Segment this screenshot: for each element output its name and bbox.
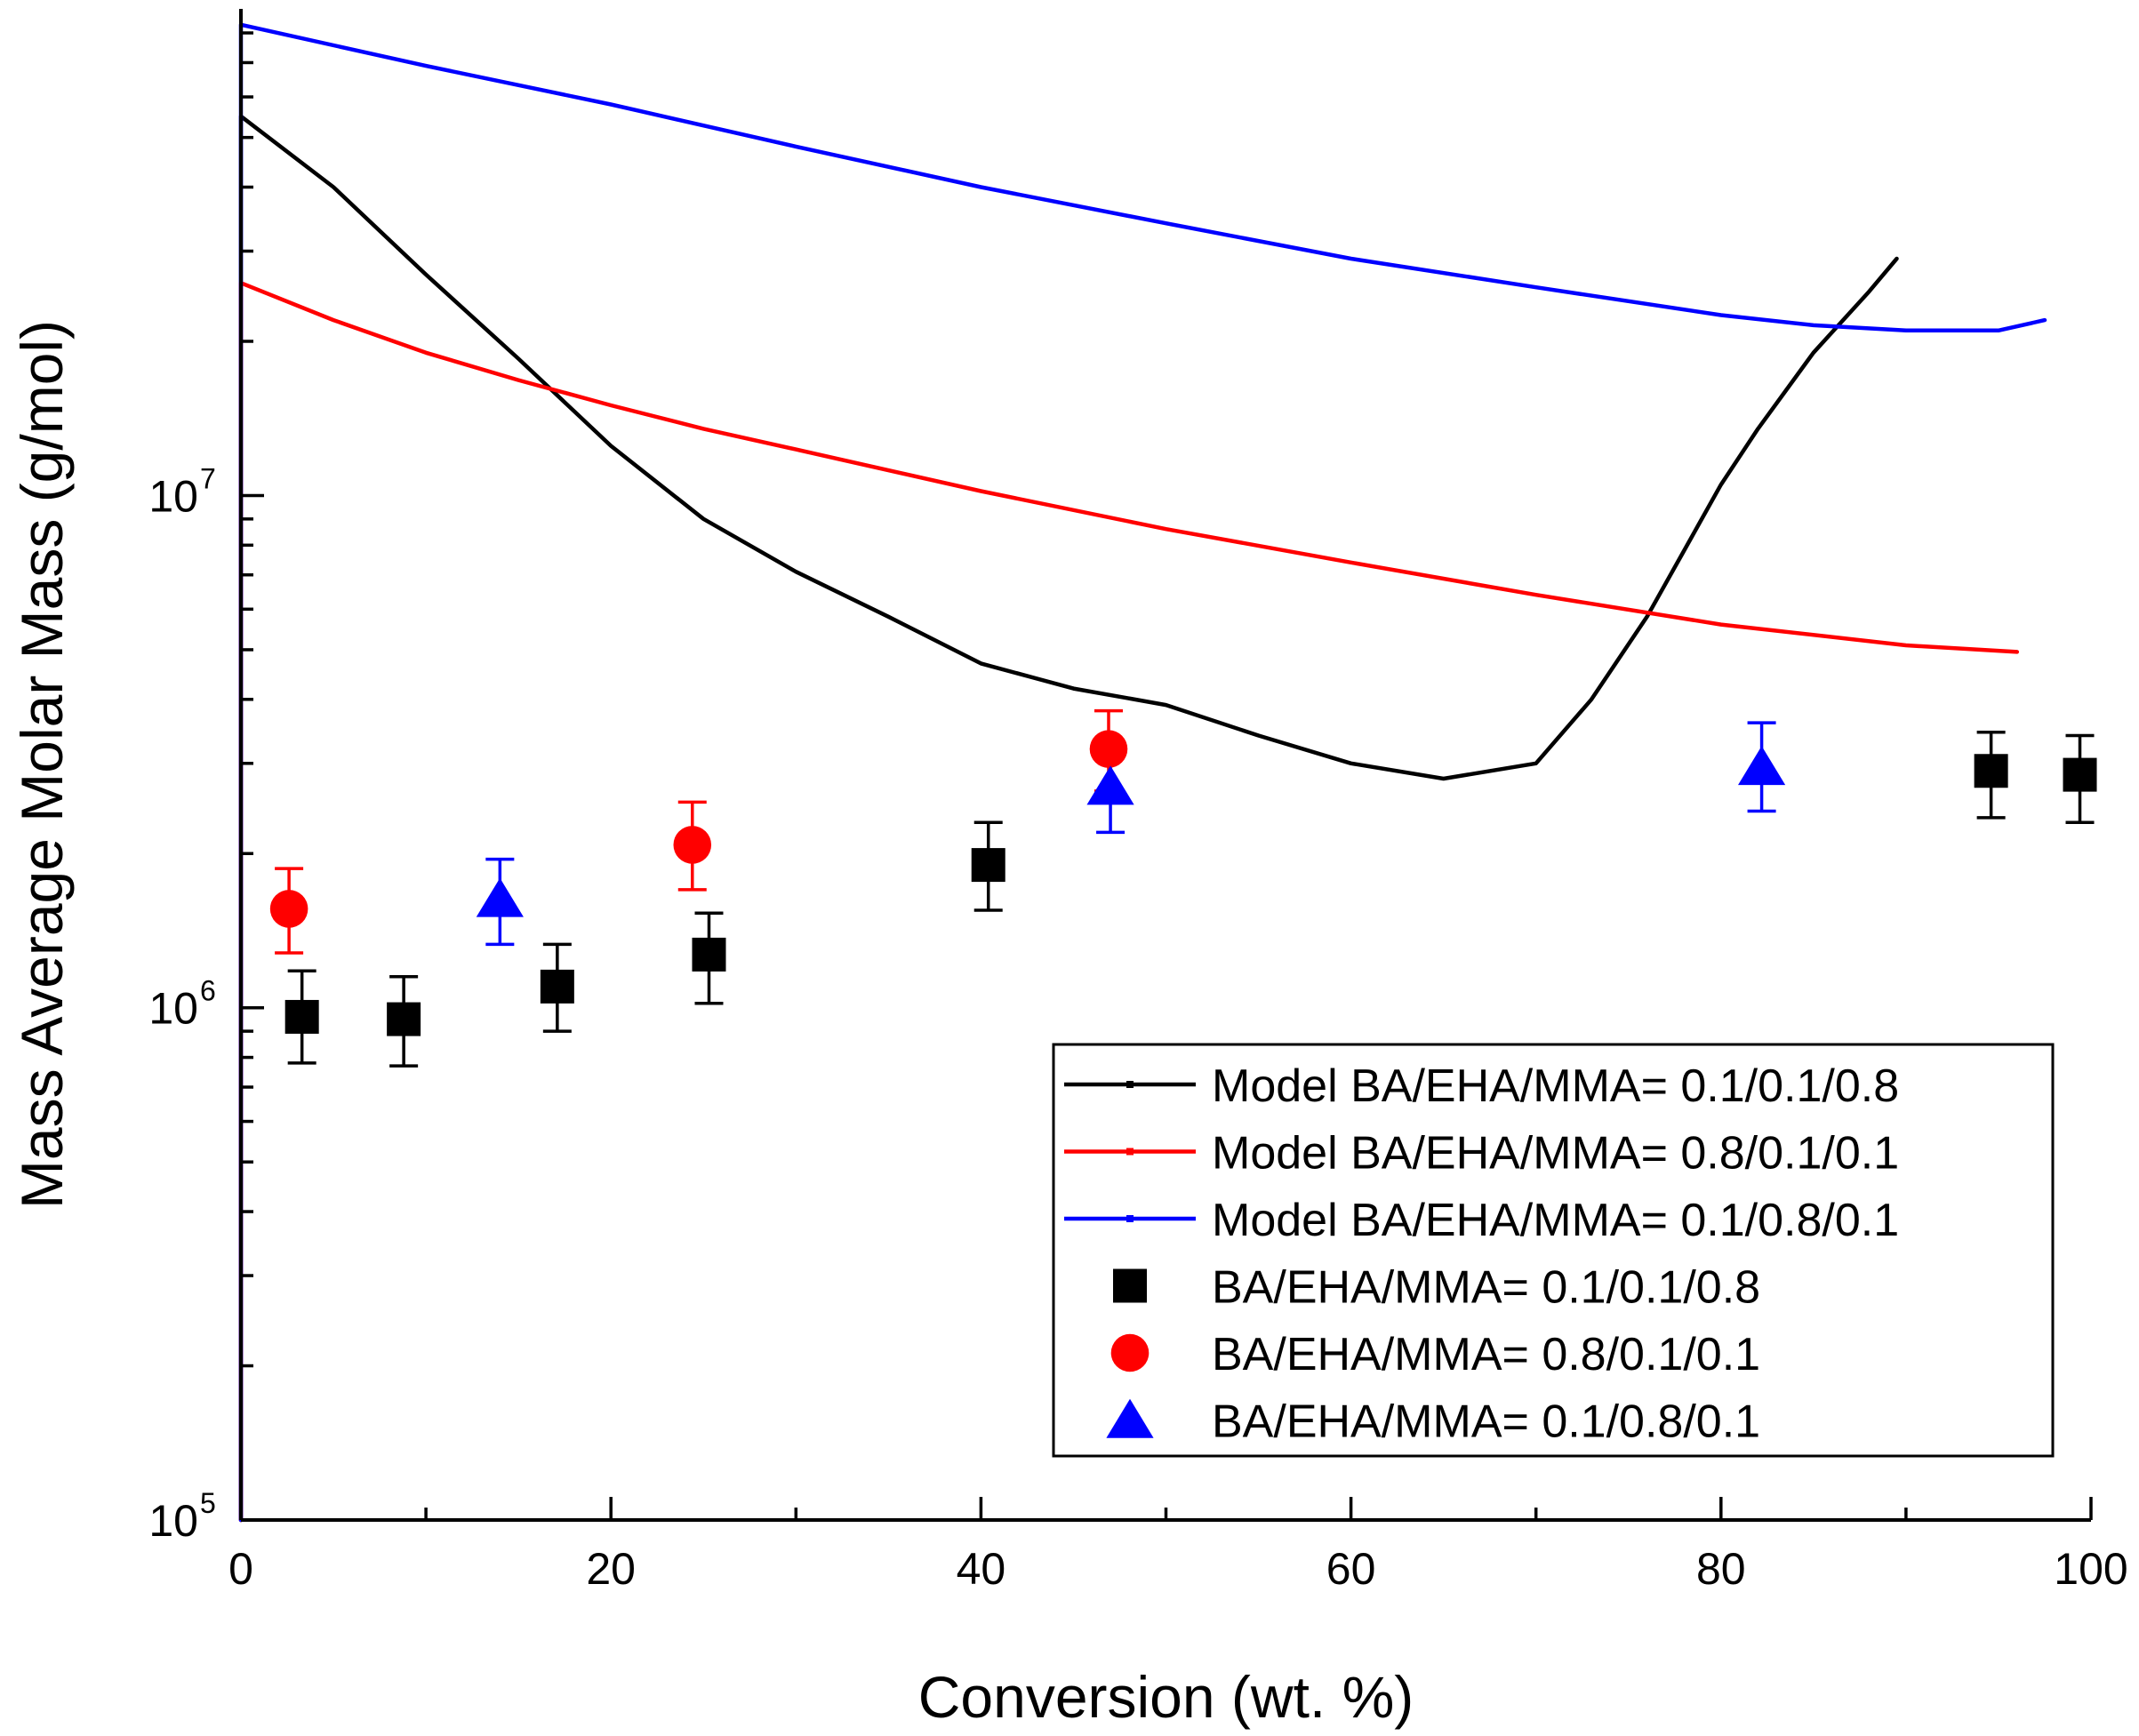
data-point <box>2063 757 2097 792</box>
legend-box <box>1052 1043 2055 1458</box>
data-point <box>1089 730 1128 768</box>
model-curve <box>238 22 2047 1523</box>
data-point <box>692 937 726 972</box>
data-point <box>284 999 319 1034</box>
legend-marker-swatch <box>1106 1398 1154 1438</box>
data-point <box>476 877 524 917</box>
data-point <box>540 969 574 1004</box>
y-tick-label: 10 <box>148 471 198 521</box>
legend-marker-swatch <box>1113 1268 1147 1303</box>
data-point <box>387 1002 421 1036</box>
x-axis-title: Conversion (wt. %) <box>918 1664 1414 1730</box>
legend-entry: Model BA/EHA/MMA= 0.1/0.8/0.1 <box>1064 1195 1899 1246</box>
y-tick-exponent: 5 <box>200 1487 216 1519</box>
x-tick-label: 80 <box>1696 1544 1746 1594</box>
legend-entry: Model BA/EHA/MMA= 0.1/0.1/0.8 <box>1064 1060 1899 1112</box>
model-curve <box>238 114 1899 1523</box>
legend-marker-swatch <box>1110 1333 1150 1372</box>
legend-label: Model BA/EHA/MMA= 0.1/0.8/0.1 <box>1212 1195 1899 1246</box>
x-axis-ticks: 0 20 40 60 80 100 <box>228 1497 2128 1594</box>
data-point <box>1974 754 2008 788</box>
y-axis-title: Mass Average Molar Mass (g/mol) <box>9 320 75 1209</box>
data-point <box>269 890 308 928</box>
y-tick-exponent: 7 <box>200 462 216 494</box>
x-tick-label: 20 <box>586 1544 636 1594</box>
legend-entry: Model BA/EHA/MMA= 0.8/0.1/0.1 <box>1064 1128 1899 1180</box>
legend-line-marker <box>1126 1081 1134 1088</box>
legend-line-marker <box>1126 1148 1134 1156</box>
y-tick-exponent: 6 <box>200 975 216 1007</box>
data-point <box>971 848 1005 883</box>
data-point <box>1737 746 1786 786</box>
model-lines <box>238 22 2047 1523</box>
legend-label: BA/EHA/MMA= 0.1/0.1/0.8 <box>1212 1262 1760 1314</box>
x-tick-label: 40 <box>957 1544 1006 1594</box>
x-tick-label: 60 <box>1326 1544 1376 1594</box>
y-tick-label: 10 <box>148 984 198 1034</box>
data-points <box>269 730 2097 1036</box>
legend-entry: BA/EHA/MMA= 0.1/0.1/0.8 <box>1113 1262 1760 1314</box>
x-tick-label: 0 <box>228 1544 253 1594</box>
legend-entry: BA/EHA/MMA= 0.8/0.1/0.1 <box>1110 1329 1760 1380</box>
legend-line-marker <box>1126 1215 1134 1222</box>
legend-entry: BA/EHA/MMA= 0.1/0.8/0.1 <box>1106 1396 1760 1448</box>
model-curve <box>238 281 2020 1523</box>
data-point <box>1086 765 1134 805</box>
data-point <box>673 826 712 864</box>
legend-label: Model BA/EHA/MMA= 0.8/0.1/0.1 <box>1212 1128 1899 1180</box>
legend-label: Model BA/EHA/MMA= 0.1/0.1/0.8 <box>1212 1060 1899 1112</box>
legend: Model BA/EHA/MMA= 0.1/0.1/0.8 Model BA/EH… <box>1052 1043 2055 1458</box>
legend-label: BA/EHA/MMA= 0.1/0.8/0.1 <box>1212 1396 1760 1448</box>
legend-label: BA/EHA/MMA= 0.8/0.1/0.1 <box>1212 1329 1760 1380</box>
x-tick-label: 100 <box>2054 1544 2127 1594</box>
y-tick-label: 10 <box>148 1496 198 1546</box>
